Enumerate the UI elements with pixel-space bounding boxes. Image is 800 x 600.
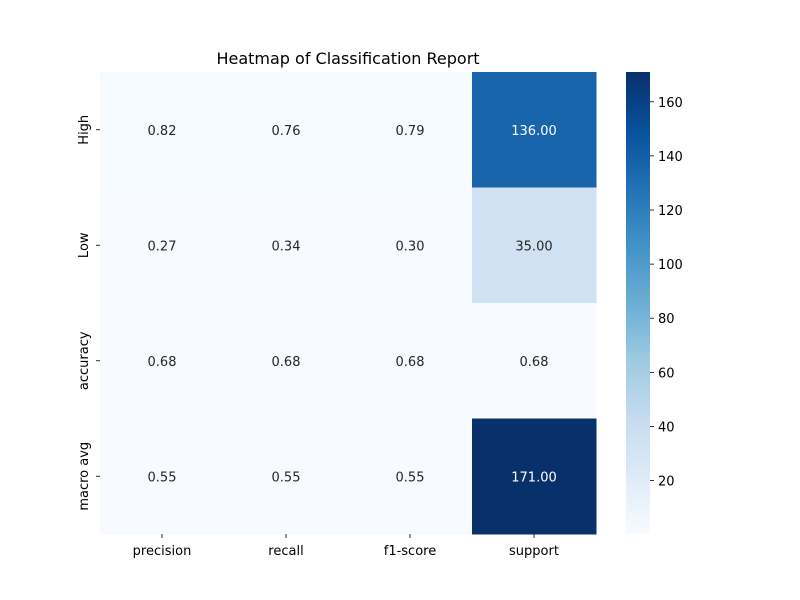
chart-title: Heatmap of Classification Report (216, 49, 479, 68)
heatmap-cell (472, 303, 597, 419)
heatmap-cell-label: 0.55 (272, 470, 301, 485)
heatmap-cell-label: 35.00 (515, 239, 552, 254)
heatmap-cell-label: 0.82 (148, 124, 177, 139)
x-tick-label: support (509, 544, 559, 559)
heatmap-cell-label: 0.30 (396, 239, 425, 254)
heatmap-cell-label: 0.68 (148, 355, 177, 370)
colorbar-tick-label: 120 (658, 204, 683, 219)
colorbar-tick-label: 80 (658, 312, 675, 327)
x-tick-label: precision (133, 544, 192, 559)
colorbar: 20 40 60 80 100 120 140 160 (626, 72, 683, 534)
heatmap-cell (348, 72, 473, 188)
heatmap-cell-label: 0.68 (272, 355, 301, 370)
heatmap-cell-label: 0.27 (148, 239, 177, 254)
colorbar-tick-label: 60 (658, 366, 675, 381)
heatmap-cell-label: 0.68 (520, 355, 549, 370)
y-tick-label: High (77, 115, 92, 145)
y-tick-label: accuracy (77, 331, 92, 390)
heatmap-cell-label: 171.00 (511, 470, 557, 485)
y-axis: High Low accuracy macro avg (77, 115, 100, 511)
colorbar-tick-label: 100 (658, 258, 683, 273)
heatmap-cell (472, 187, 597, 304)
y-tick-label: macro avg (77, 442, 92, 511)
heatmap-cell-label: 136.00 (511, 124, 557, 139)
heatmap-cell (348, 187, 473, 304)
heatmap-cell (224, 303, 349, 419)
y-tick-label: Low (77, 232, 92, 258)
x-tick-label: recall (268, 544, 303, 559)
heatmap-cell-label: 0.55 (148, 470, 177, 485)
x-axis: precision recall f1-score support (133, 534, 559, 559)
heatmap-cell (224, 418, 349, 535)
heatmap-cells (100, 72, 597, 535)
heatmap-cell (224, 72, 349, 188)
heatmap-cell (100, 72, 225, 188)
heatmap-cell (100, 187, 225, 304)
x-tick-label: f1-score (384, 544, 436, 559)
colorbar-gradient (626, 72, 650, 534)
heatmap-cell (100, 418, 225, 535)
heatmap-cell (472, 418, 597, 535)
heatmap-cell-label: 0.34 (272, 239, 301, 254)
heatmap-cell-label: 0.79 (396, 124, 425, 139)
colorbar-tick-label: 40 (658, 420, 675, 435)
heatmap-cell (348, 303, 473, 419)
heatmap-cell (224, 187, 349, 304)
colorbar-tick-label: 160 (658, 96, 683, 111)
heatmap-cell (100, 303, 225, 419)
heatmap-cell (472, 72, 597, 188)
colorbar-tick-label: 140 (658, 150, 683, 165)
colorbar-tick-label: 20 (658, 475, 675, 490)
heatmap-cell (348, 418, 473, 535)
heatmap-cell-label: 0.55 (396, 470, 425, 485)
heatmap-cell-labels: 0.82 0.76 0.79 136.00 0.27 0.34 0.30 35.00 0.68 0… (148, 124, 557, 486)
heatmap-cell-label: 0.68 (396, 355, 425, 370)
heatmap-cell-label: 0.76 (272, 124, 301, 139)
